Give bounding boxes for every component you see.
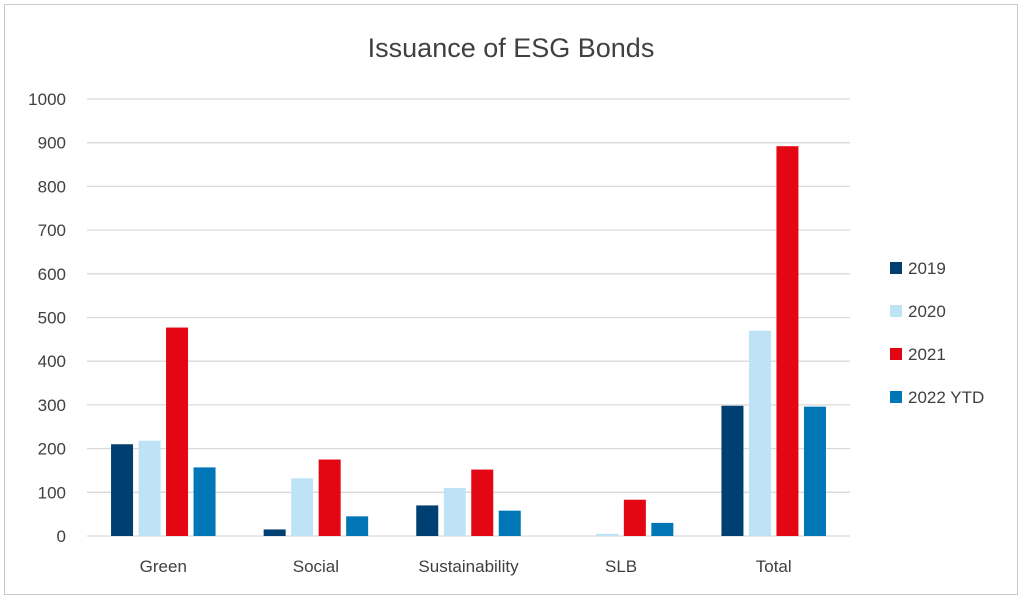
legend-swatch — [890, 391, 902, 403]
legend-label: 2022 YTD — [908, 388, 984, 407]
y-tick-label: 200 — [38, 440, 66, 459]
y-tick-label: 100 — [38, 483, 66, 502]
bar-2021-slb — [623, 499, 646, 536]
legend-item: 2019 — [890, 259, 946, 278]
bar-2021-social — [318, 459, 341, 536]
bar-2022-ytd-social — [346, 516, 369, 536]
y-tick-label: 0 — [57, 527, 66, 546]
bar-2021-sustainability — [471, 469, 494, 536]
legend-label: 2020 — [908, 302, 946, 321]
y-tick-label: 700 — [38, 221, 66, 240]
legend: 2019 2020 2021 2022 YTD — [890, 259, 984, 407]
x-tick-label: SLB — [605, 557, 637, 576]
bars — [111, 146, 826, 537]
y-axis-ticks: 0 100 200 300 400 500 600 700 800 900 1000 — [28, 90, 66, 546]
y-tick-label: 900 — [38, 134, 66, 153]
y-tick-label: 300 — [38, 396, 66, 415]
y-tick-label: 800 — [38, 177, 66, 196]
x-axis-ticks: Green Social Sustainability SLB Total — [140, 557, 792, 576]
chart-title: Issuance of ESG Bonds — [368, 33, 655, 63]
y-tick-label: 500 — [38, 309, 66, 328]
bar-2022-ytd-sustainability — [498, 510, 521, 536]
bar-2019-social — [263, 529, 286, 536]
x-tick-label: Sustainability — [418, 557, 519, 576]
y-tick-label: 1000 — [28, 90, 66, 109]
bar-2020-sustainability — [443, 487, 466, 536]
bar-2019-total — [721, 405, 744, 536]
legend-label: 2021 — [908, 345, 946, 364]
legend-item: 2021 — [890, 345, 946, 364]
x-tick-label: Total — [756, 557, 792, 576]
bar-2021-green — [166, 327, 189, 536]
bar-2020-total — [748, 330, 771, 536]
bar-2019-sustainability — [416, 505, 439, 536]
bar-2020-social — [291, 478, 314, 536]
x-tick-label: Green — [140, 557, 187, 576]
y-tick-label: 600 — [38, 265, 66, 284]
bar-2022-ytd-slb — [651, 522, 674, 536]
legend-label: 2019 — [908, 259, 946, 278]
bar-2022-ytd-green — [193, 467, 216, 536]
legend-swatch — [890, 305, 902, 317]
legend-swatch — [890, 348, 902, 360]
bar-2019-green — [111, 444, 134, 536]
y-tick-label: 400 — [38, 352, 66, 371]
bar-2020-slb — [596, 533, 619, 536]
x-tick-label: Social — [293, 557, 339, 576]
bar-2020-green — [138, 440, 161, 536]
bar-2021-total — [776, 146, 799, 537]
legend-item: 2020 — [890, 302, 946, 321]
legend-item: 2022 YTD — [890, 388, 984, 407]
bar-2022-ytd-total — [803, 406, 826, 536]
legend-swatch — [890, 262, 902, 274]
